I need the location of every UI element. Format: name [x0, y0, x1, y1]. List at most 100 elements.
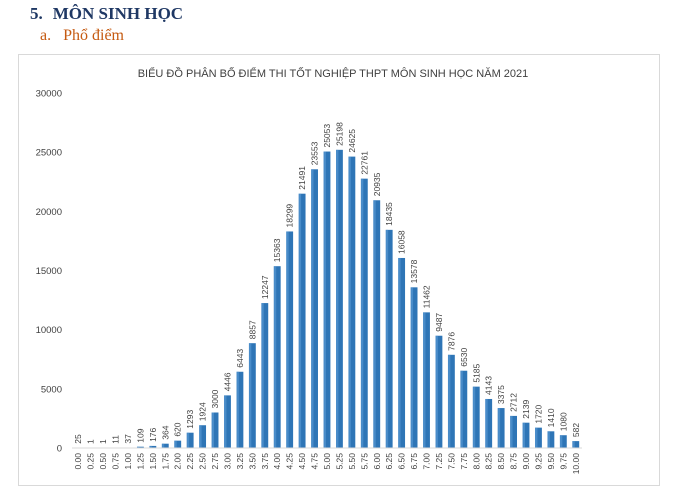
bar-value-label: 1080 — [558, 412, 568, 431]
bar-value-label: 6443 — [235, 349, 245, 368]
x-tick-label: 9.50 — [546, 453, 556, 470]
x-tick-label: 6.50 — [397, 453, 407, 470]
bar-highlight — [559, 435, 563, 448]
bar-highlight — [572, 441, 575, 448]
section-title: MÔN SINH HỌC — [52, 4, 184, 23]
bar-value-label: 2712 — [509, 393, 519, 412]
x-tick-label: 0.25 — [86, 453, 96, 470]
x-tick-label: 5.25 — [334, 453, 344, 470]
bar — [348, 156, 356, 448]
bar-value-label: 12247 — [260, 275, 270, 299]
bar — [547, 431, 555, 448]
bar-value-label: 6530 — [459, 348, 469, 367]
bar-value-label: 15363 — [272, 238, 282, 262]
bar — [161, 443, 169, 448]
x-tick-label: 4.50 — [297, 453, 307, 470]
bar-value-label: 11462 — [422, 285, 432, 308]
x-tick-label: 9.00 — [521, 453, 531, 470]
section-heading: 5. MÔN SINH HỌC — [30, 4, 183, 24]
x-tick-label: 8.75 — [509, 453, 519, 470]
bar — [572, 441, 580, 448]
y-tick-label: 15000 — [36, 266, 62, 277]
bar-value-label: 18435 — [384, 202, 394, 226]
y-tick-label: 30000 — [36, 89, 62, 100]
bar — [136, 446, 144, 448]
x-tick-label: 3.50 — [247, 453, 257, 470]
bar-value-label: 23553 — [310, 141, 320, 165]
x-tick-label: 7.25 — [434, 453, 444, 470]
x-tick-label: 4.25 — [285, 453, 295, 470]
bar-value-label: 11 — [111, 435, 121, 444]
bar-highlight — [211, 412, 215, 448]
bar — [410, 287, 418, 448]
x-tick-label: 0.50 — [98, 453, 108, 470]
x-tick-label: 7.75 — [459, 453, 469, 470]
x-tick-label: 1.25 — [135, 453, 145, 470]
bar-value-label: 25198 — [334, 122, 344, 146]
bar — [186, 432, 194, 448]
bar-value-label: 1924 — [198, 402, 208, 421]
bar-highlight — [311, 169, 314, 448]
bar-highlight — [298, 193, 302, 448]
bar-highlight — [460, 370, 463, 448]
bar — [248, 343, 256, 448]
y-axis: 0 5000 10000 15000 20000 25000 30000 — [36, 89, 62, 455]
x-tick-label: 3.75 — [260, 453, 270, 470]
x-tick-label: 5.00 — [322, 453, 332, 470]
bar-value-label: 3375 — [496, 385, 506, 404]
bar-highlight — [286, 231, 289, 448]
bar-value-label: 1410 — [546, 408, 556, 427]
bar-highlight — [472, 386, 476, 448]
x-tick-label: 3.00 — [222, 453, 232, 470]
x-tick-label: 7.00 — [422, 453, 432, 470]
bar-highlight — [485, 398, 488, 448]
bar — [211, 412, 219, 448]
bar-value-label: 7876 — [446, 332, 456, 351]
bar-highlight — [410, 287, 414, 448]
bar — [398, 257, 406, 448]
bar-value-label: 25053 — [322, 124, 332, 148]
bar-highlight — [336, 149, 339, 448]
bar-value-label: 1720 — [533, 404, 543, 423]
bar-value-label: 24625 — [347, 129, 357, 153]
bar — [373, 200, 381, 448]
subsection-letter: a. — [40, 27, 52, 44]
x-tick-label: 10.00 — [571, 453, 581, 475]
x-tick-label: 1.75 — [160, 453, 170, 470]
bar — [559, 435, 567, 448]
bar — [174, 440, 182, 448]
x-tick-label: 1.50 — [148, 453, 158, 470]
bar-value-label: 1293 — [185, 410, 195, 429]
bar-highlight — [149, 445, 152, 448]
section-number: 5. — [30, 4, 43, 23]
x-tick-label: 6.00 — [372, 453, 382, 470]
bar — [323, 151, 331, 448]
x-tick-label: 2.25 — [185, 453, 195, 470]
bar-value-label: 620 — [173, 422, 183, 436]
x-tick-label: 6.25 — [384, 453, 394, 470]
bar-value-label: 2139 — [521, 400, 531, 419]
bar-highlight — [447, 354, 451, 448]
bar — [460, 370, 468, 448]
bar-highlight — [261, 303, 264, 448]
bar-highlight — [398, 257, 401, 448]
x-tick-label: 2.50 — [198, 453, 208, 470]
bar-highlight — [435, 335, 438, 448]
x-tick-label: 4.00 — [272, 453, 282, 470]
x-tick-label: 8.00 — [471, 453, 481, 470]
bar-value-label: 9487 — [434, 313, 444, 332]
bar-highlight — [273, 266, 277, 448]
bar-value-label: 582 — [571, 423, 581, 437]
bar — [435, 335, 443, 448]
bar — [149, 445, 157, 448]
bar-highlight — [497, 408, 501, 448]
bar — [472, 386, 480, 448]
bar-value-label: 37 — [123, 434, 133, 444]
x-tick-label: 0.00 — [73, 453, 83, 470]
bar-highlight — [224, 395, 227, 448]
x-tick-label: 4.75 — [310, 453, 320, 470]
bar-value-label: 4143 — [484, 376, 494, 395]
bar-value-label: 4446 — [222, 372, 232, 391]
bar-value-label: 3000 — [210, 389, 220, 408]
